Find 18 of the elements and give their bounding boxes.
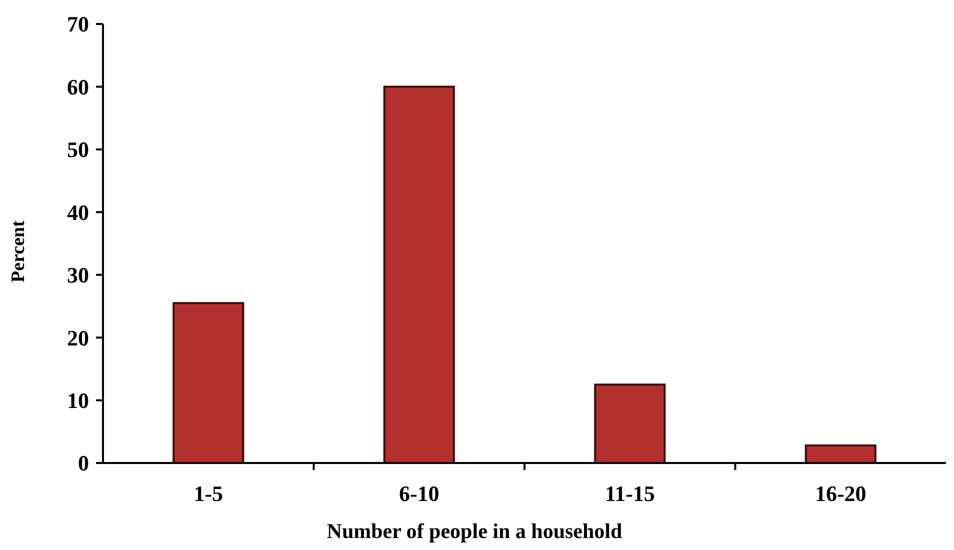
x-tick-label: 1-5 (194, 481, 224, 506)
x-axis-title: Number of people in a household (326, 519, 623, 543)
bar (383, 86, 455, 464)
y-tick-label: 50 (67, 137, 89, 162)
y-tick-label: 40 (67, 200, 89, 225)
x-tick-label: 11-15 (604, 481, 655, 506)
y-axis-title: Percent (8, 220, 29, 282)
y-tick-label: 30 (67, 262, 89, 288)
y-tick-label: 20 (67, 325, 89, 350)
y-tick-label: 10 (67, 388, 89, 413)
x-tick-label: 6-10 (398, 481, 440, 506)
y-tick-label: 70 (67, 12, 89, 37)
x-tick-label: 16-20 (814, 481, 866, 506)
y-tick-label: 0 (78, 450, 89, 476)
bar (594, 384, 666, 464)
bar (172, 302, 244, 464)
y-tick-label: 60 (67, 74, 89, 100)
bar (804, 444, 876, 464)
